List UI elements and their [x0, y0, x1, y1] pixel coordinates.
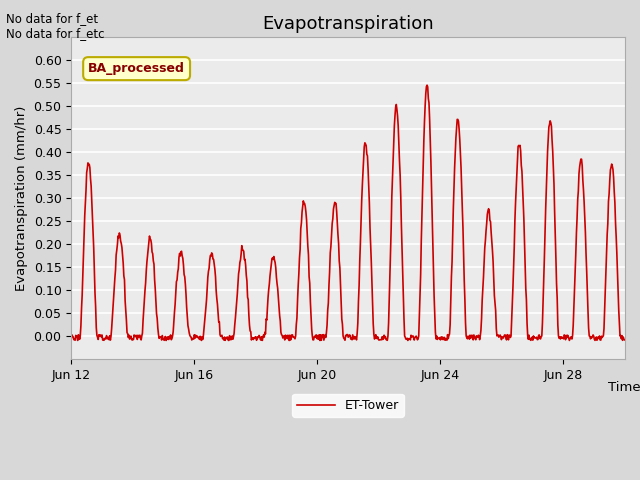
ET-Tower [516, 144, 524, 149]
X-axis label: Time: Time [608, 382, 640, 395]
ET-Tower [198, 337, 205, 343]
Legend: ET-Tower: ET-Tower [292, 394, 404, 417]
Line: ET-Tower: ET-Tower [71, 85, 625, 340]
ET-Tower [423, 82, 431, 88]
ET-Tower [299, 204, 307, 209]
ET-Tower [381, 334, 389, 339]
Text: BA_processed: BA_processed [88, 62, 185, 75]
Text: No data for f_et
No data for f_etc: No data for f_et No data for f_etc [6, 12, 105, 40]
ET-Tower [269, 255, 276, 261]
ET-Tower [621, 337, 628, 343]
Y-axis label: Evapotranspiration (mm/hr): Evapotranspiration (mm/hr) [15, 106, 28, 291]
ET-Tower [87, 183, 95, 189]
ET-Tower [67, 336, 75, 341]
ET-Tower [285, 337, 293, 343]
Title: Evapotranspiration: Evapotranspiration [262, 15, 434, 33]
